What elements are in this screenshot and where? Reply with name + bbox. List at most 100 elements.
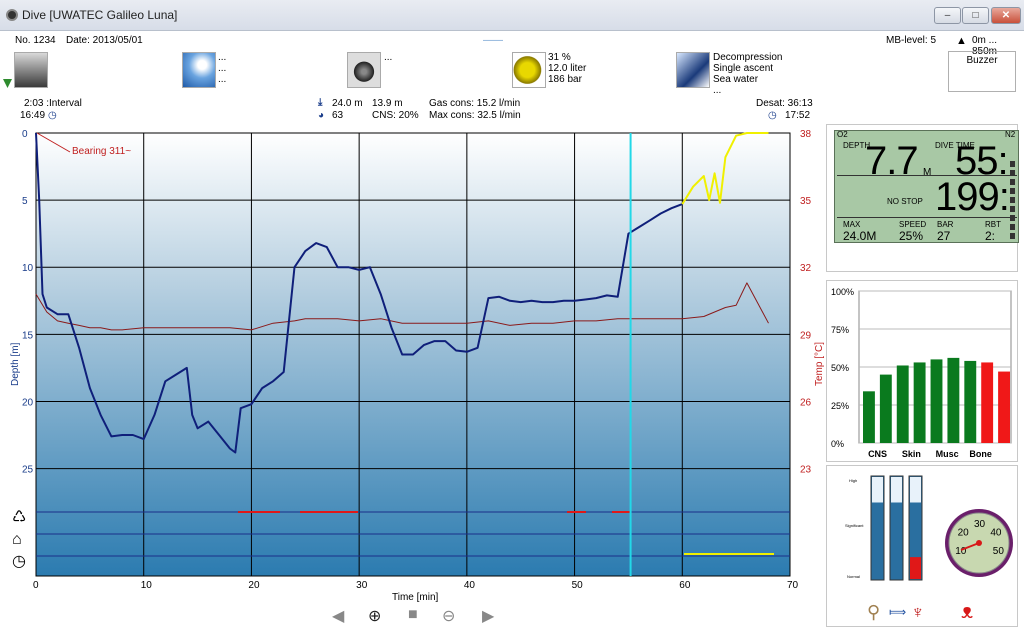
- tissue-ytick: 100%: [831, 287, 854, 297]
- level-tubes: [870, 475, 923, 581]
- depth-tick-label: 0: [22, 129, 28, 140]
- tank-volume: 12.0 liter: [548, 63, 587, 74]
- tissue-xlabel: Skin: [902, 449, 921, 459]
- depth-unit: M: [923, 167, 932, 178]
- end-time: 17:52: [785, 110, 811, 121]
- dive-duration: 63: [332, 110, 344, 121]
- max-label: MAX: [843, 220, 861, 229]
- weather-icon[interactable]: [182, 52, 216, 88]
- depth-tick-label: 20: [22, 397, 34, 408]
- buddy-photo-icon[interactable]: [14, 52, 48, 88]
- x-axis-ticks: 0 10 20 30 40 50 60 70: [33, 580, 799, 591]
- tissue-xlabel: CNS: [868, 449, 887, 459]
- dive-type-line: Single ascent: [713, 63, 774, 74]
- tissue-ytick: 0%: [831, 439, 844, 449]
- rbt-label: RBT: [985, 220, 1001, 229]
- app-icon: [6, 9, 18, 21]
- prev-button[interactable]: ◀: [332, 608, 345, 625]
- level-significant: Significant: [845, 523, 864, 528]
- tissue-bar: [981, 362, 994, 443]
- tissue-bar: [930, 359, 943, 443]
- dial-tick-label: 20: [958, 528, 970, 539]
- dial-tick-label: 10: [955, 546, 967, 557]
- lungs-icon: ᴥ: [961, 601, 973, 623]
- tissue-bar: [913, 362, 926, 443]
- next-button[interactable]: ▶: [482, 608, 495, 625]
- dive-type-line: Sea water: [713, 74, 759, 85]
- title-bar: Dive [UWATEC Galileo Luna] ‒ □ ✕: [0, 0, 1024, 31]
- temp-tick-label: 29: [800, 330, 812, 341]
- zoom-out-button[interactable]: ⊖: [442, 608, 456, 625]
- chart-navigation: ◀ ⊕ ■ ⊖ ▶: [320, 604, 520, 626]
- no-stop-value: 199:: [935, 175, 1010, 219]
- gauge-panel: High Significant Normal 10 20 30 40 50 ⚲ ⟾ ♆…: [826, 465, 1018, 627]
- dive-type-icon[interactable]: [676, 52, 710, 88]
- tissue-bar: [998, 371, 1010, 443]
- dial-needle: [960, 542, 980, 551]
- depth-tick-label: 10: [22, 263, 34, 274]
- tank-icon[interactable]: [512, 52, 546, 88]
- x-axis-label: Time [min]: [392, 592, 439, 603]
- dive-type-line: Decompression: [713, 52, 783, 63]
- x-tick-label: 70: [787, 580, 799, 591]
- camera-icon[interactable]: [347, 52, 381, 88]
- gauges: High Significant Normal 10 20 30 40 50 ⚲ ⟾ ♆…: [845, 475, 1013, 623]
- depth-label: DEPTH: [843, 141, 871, 150]
- window-title: Dive [UWATEC Galileo Luna]: [22, 8, 178, 22]
- camera-info: ...: [384, 52, 392, 63]
- tank-info: 31 % 12.0 liter 186 bar: [548, 52, 586, 85]
- diver-icon: ⚲: [867, 602, 880, 622]
- dial-hub: [976, 540, 982, 546]
- tissue-panel: 100% 75% 50% 25% 0% CNS Skin Musc Bone: [826, 280, 1018, 462]
- fin-icon: ♆: [911, 602, 925, 622]
- tissue-bar-chart: 100% 75% 50% 25% 0% CNS Skin Musc Bone: [831, 287, 1012, 459]
- dive-time-label: DIVE TIME: [935, 141, 975, 150]
- zoom-in-button[interactable]: ⊕: [368, 608, 382, 625]
- depth-tick-label: 15: [22, 330, 34, 341]
- max-depth: 24.0 m: [332, 98, 363, 109]
- n2-label: N2: [1005, 130, 1016, 139]
- temp-tick-label: 26: [800, 397, 812, 408]
- tissue-bar: [896, 365, 909, 443]
- temp-axis-ticks: 38 35 32 29 26 23: [800, 129, 812, 476]
- expand-arrow-icon[interactable]: [3, 79, 12, 88]
- x-tick-label: 40: [464, 580, 476, 591]
- series-group: [35, 132, 769, 454]
- x-tick-label: 20: [248, 580, 260, 591]
- max-depth-icon: ⤓: [318, 97, 323, 108]
- duration-icon: ◕: [318, 110, 325, 121]
- desat-time: Desat: 36:13: [756, 98, 813, 109]
- dive-date: Date: 2013/05/01: [66, 35, 143, 46]
- temp-tick-label: 35: [800, 196, 812, 207]
- minimize-button[interactable]: ‒: [934, 7, 961, 24]
- camera-line: ...: [384, 52, 393, 63]
- clock-icon: ◷: [48, 110, 57, 121]
- stop-button[interactable]: ■: [408, 606, 418, 623]
- tissue-xlabel: Bone: [969, 449, 992, 459]
- temp-tick-label: 23: [800, 465, 812, 476]
- tube-highlight: [891, 477, 902, 503]
- maximize-button[interactable]: □: [962, 7, 989, 24]
- computer-display: O2 N2 DEPTH 7.7 M DIVE TIME 55: NO STOP …: [834, 130, 1019, 243]
- tissue-ytick: 50%: [831, 363, 849, 373]
- cns-value: CNS: 20%: [372, 110, 419, 121]
- speed-label: SPEED: [899, 220, 927, 229]
- level-high: High: [849, 478, 857, 483]
- bar-label: BAR: [937, 220, 954, 229]
- weather-line: ...: [218, 63, 227, 74]
- end-clock-icon: ◷: [768, 110, 777, 121]
- close-button[interactable]: ✕: [991, 7, 1021, 24]
- speed-value: 25%: [899, 229, 924, 243]
- tissue-xlabel: Musc: [936, 449, 959, 459]
- dial-tick-label: 30: [974, 519, 986, 530]
- separator-dashes: ——: [483, 35, 503, 46]
- dive-type-line: ...: [713, 85, 722, 96]
- max-value: 24.0M: [843, 229, 877, 243]
- event-lines: [36, 511, 790, 557]
- surface-interval: 2:03 :Interval: [24, 98, 82, 109]
- bar-value: 27: [937, 229, 951, 243]
- buzzer-button[interactable]: Buzzer: [948, 51, 1016, 92]
- avg-depth: 13.9 m: [372, 98, 403, 109]
- tube-highlight: [910, 477, 921, 503]
